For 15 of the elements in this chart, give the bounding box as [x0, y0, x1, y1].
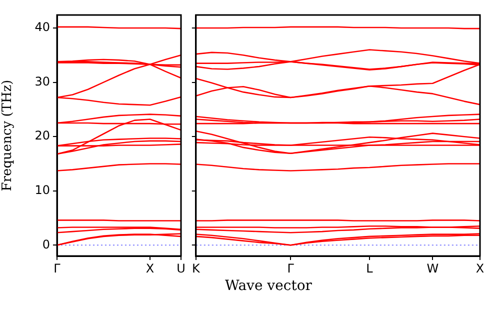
y-tick-label: 0 — [42, 237, 50, 252]
x-tick-label: U — [176, 261, 186, 276]
x-tick-label: K — [192, 261, 201, 276]
y-tick-label: 40 — [34, 20, 50, 34]
y-tick-label: 30 — [34, 74, 50, 88]
x-tick-label: L — [366, 261, 374, 276]
x-tick-label: X — [146, 261, 154, 276]
y-tick-label: 10 — [34, 182, 50, 197]
x-tick-label: X — [476, 261, 484, 276]
x-axis-title: Wave vector — [224, 278, 313, 294]
y-tick-label: 20 — [34, 128, 50, 143]
x-tick-label: Γ — [54, 261, 61, 276]
x-tick-label: Γ — [287, 261, 294, 276]
x-tick-label: W — [426, 261, 439, 276]
y-axis-title: Frequency (THz) — [0, 80, 16, 192]
